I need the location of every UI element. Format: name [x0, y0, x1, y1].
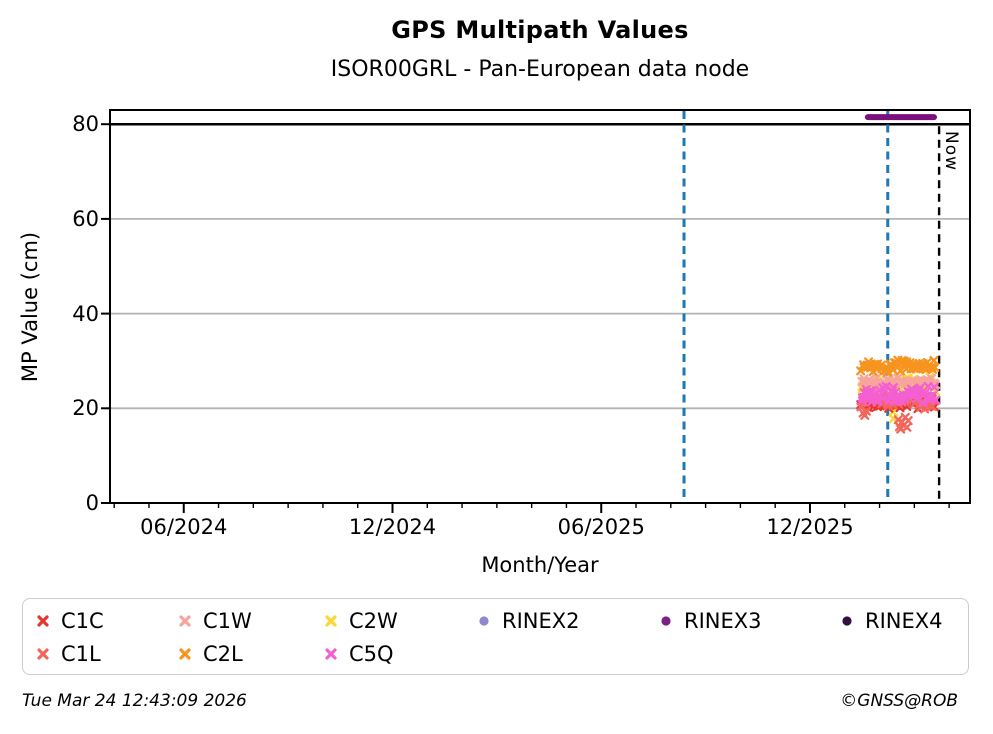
x-marker-icon	[37, 615, 49, 627]
legend-item-c1w: C1W	[177, 607, 323, 635]
x-tick-label: 06/2024	[140, 515, 228, 539]
y-tick-label: 60	[72, 206, 99, 231]
x-axis-title: Month/Year	[481, 553, 599, 577]
legend-column: C1W C2L	[177, 607, 323, 668]
data-point	[929, 382, 939, 392]
x-marker-icon	[179, 615, 191, 627]
chart-subtitle: ISOR00GRL - Pan-European data node	[330, 57, 750, 82]
legend-item-rinex4: RINEX4	[839, 607, 968, 635]
legend-column: C1C C1L	[35, 607, 177, 668]
y-tick-label: 0	[85, 491, 99, 515]
chart-legend: C1C C1L C1W C2L C2W C5Q RINEX2 RINEX3 RINEX4	[22, 598, 969, 675]
chart-title: GPS Multipath Values	[391, 16, 689, 44]
data-point	[872, 373, 882, 383]
x-tick-label: 06/2025	[557, 515, 645, 539]
legend-item-c1c: C1C	[35, 607, 177, 635]
data-point	[861, 406, 872, 416]
legend-item-rinex3: RINEX3	[658, 607, 839, 635]
data-point	[927, 373, 937, 384]
legend-column: RINEX4	[839, 607, 968, 668]
data-point	[903, 416, 913, 426]
scatter-series-C5Q	[857, 381, 941, 408]
x-marker-icon	[37, 648, 49, 660]
x-tick-label: 12/2024	[348, 515, 437, 539]
legend-column: RINEX2	[476, 607, 658, 668]
data-point	[927, 401, 937, 411]
scatter-series-C2L	[856, 355, 940, 377]
legend-label: C1C	[61, 609, 104, 633]
legend-label: C1W	[203, 609, 252, 633]
footer-credit: ©GNSS@ROB	[840, 691, 958, 711]
legend-label: RINEX3	[684, 609, 762, 633]
legend-label: C1L	[61, 642, 101, 666]
now-line-label: Now	[941, 131, 961, 172]
data-point	[881, 381, 891, 391]
y-axis-title: MP Value (cm)	[18, 231, 42, 383]
legend-label: C2W	[349, 609, 398, 633]
data-point	[929, 355, 939, 365]
legend-item-c1l: C1L	[35, 640, 177, 668]
x-marker-icon	[325, 615, 337, 627]
plot-frame	[109, 109, 971, 504]
legend-item-c2w: C2W	[323, 607, 476, 635]
data-point	[857, 396, 867, 406]
legend-item-c5q: C5Q	[323, 640, 476, 668]
x-marker-icon	[325, 648, 337, 660]
x-tick-label: 12/2025	[766, 515, 854, 539]
data-point	[888, 382, 898, 392]
legend-label: RINEX4	[865, 609, 943, 633]
data-point	[931, 395, 941, 405]
data-point	[918, 398, 928, 408]
legend-item-c2l: C2L	[177, 640, 323, 668]
data-point	[912, 393, 922, 403]
legend-column: RINEX3	[658, 607, 839, 668]
dot-marker-icon	[661, 616, 671, 626]
footer-timestamp: Tue Mar 24 12:43:09 2026	[22, 691, 247, 711]
dot-marker-icon	[479, 616, 489, 626]
legend-label: C5Q	[349, 642, 394, 666]
y-tick-label: 40	[72, 301, 99, 326]
legend-item-rinex2: RINEX2	[476, 607, 658, 635]
data-point	[878, 393, 888, 403]
y-tick-label: 20	[72, 396, 99, 421]
legend-label: C2L	[203, 642, 243, 666]
x-marker-icon	[179, 648, 191, 660]
legend-label: RINEX2	[502, 609, 580, 633]
data-point	[930, 362, 940, 372]
dot-marker-icon	[842, 616, 852, 626]
legend-column: C2W C5Q	[323, 607, 476, 668]
y-tick-label: 80	[72, 112, 99, 137]
